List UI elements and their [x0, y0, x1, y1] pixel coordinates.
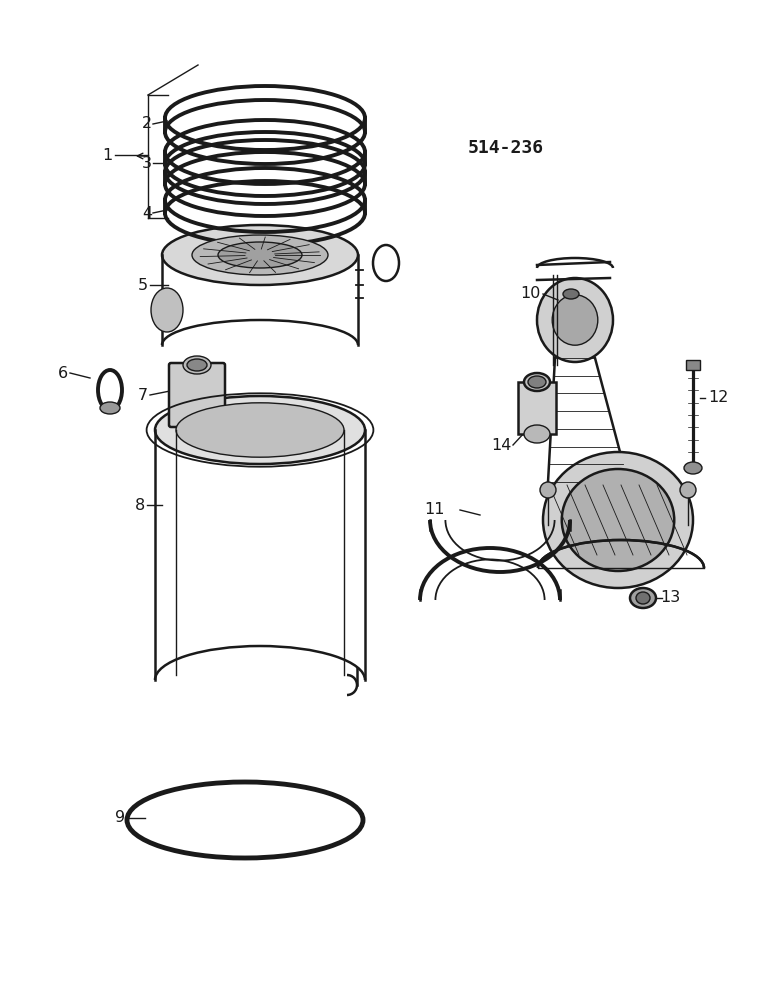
Ellipse shape	[562, 469, 674, 571]
Text: 11: 11	[425, 502, 445, 518]
Ellipse shape	[218, 242, 302, 268]
Ellipse shape	[540, 482, 556, 498]
Text: 10: 10	[520, 286, 541, 302]
Text: 9: 9	[115, 810, 125, 826]
Ellipse shape	[684, 462, 702, 474]
Ellipse shape	[176, 403, 344, 457]
Ellipse shape	[636, 592, 650, 604]
Text: 2: 2	[142, 116, 152, 131]
Ellipse shape	[155, 396, 365, 464]
Ellipse shape	[552, 295, 598, 345]
Text: 14: 14	[492, 438, 512, 452]
Ellipse shape	[537, 278, 613, 362]
Bar	[686, 360, 700, 370]
Text: 514-236: 514-236	[468, 139, 543, 157]
FancyBboxPatch shape	[169, 363, 225, 427]
Text: 4: 4	[142, 206, 152, 221]
Ellipse shape	[151, 288, 183, 332]
Ellipse shape	[524, 425, 550, 443]
Text: 6: 6	[58, 365, 68, 380]
Text: 5: 5	[138, 277, 148, 292]
Text: 1: 1	[102, 147, 112, 162]
Ellipse shape	[162, 225, 358, 285]
Ellipse shape	[183, 356, 211, 374]
Bar	[518, 382, 556, 434]
Ellipse shape	[528, 376, 546, 388]
Ellipse shape	[187, 359, 207, 371]
Ellipse shape	[563, 289, 579, 299]
Ellipse shape	[524, 373, 550, 391]
Ellipse shape	[100, 402, 120, 414]
Text: 12: 12	[708, 390, 728, 406]
Text: 7: 7	[138, 387, 148, 402]
Text: 3: 3	[142, 155, 152, 170]
Ellipse shape	[543, 452, 693, 588]
Ellipse shape	[630, 588, 656, 608]
Text: 13: 13	[660, 590, 680, 605]
Ellipse shape	[680, 482, 696, 498]
Ellipse shape	[192, 235, 328, 275]
Text: 8: 8	[135, 497, 145, 512]
